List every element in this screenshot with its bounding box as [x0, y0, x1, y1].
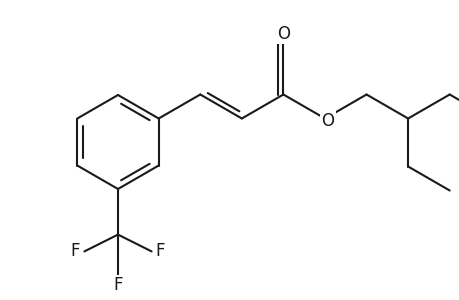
Text: F: F: [156, 242, 165, 260]
Text: F: F: [71, 242, 80, 260]
Text: F: F: [113, 276, 123, 294]
Text: O: O: [276, 25, 289, 43]
Text: O: O: [321, 112, 334, 130]
